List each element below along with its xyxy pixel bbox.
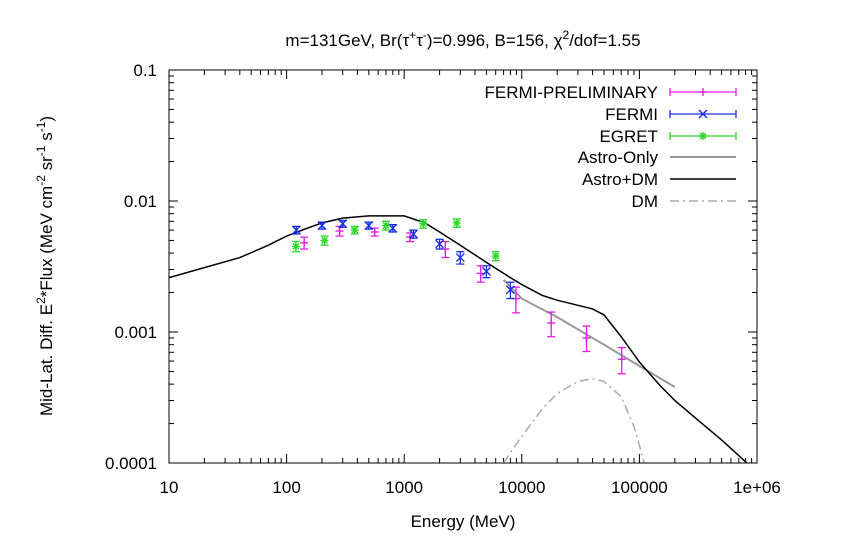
legend-label-astro-only: Astro-Only [578,148,659,167]
y-tick-label: 0.01 [124,192,157,211]
y-tick-label: 0.0001 [105,454,157,473]
fermi-point [388,223,398,233]
fermi-preliminary-point [547,311,556,338]
egret-point [419,219,428,229]
legend: FERMI-PRELIMINARY FERMI EGRET Astro-Only… [485,83,737,211]
legend-sample-egret [669,132,737,140]
chart-title: m=131GeV, Br(τ+τ-)=0.996, B=156, χ2/dof=… [285,28,640,50]
egret-point [491,251,500,262]
x-tick-label: 10000 [498,478,545,497]
x-axis-title: Energy (MeV) [411,512,516,531]
fermi-preliminary-point [370,227,379,237]
fermi-point [455,251,465,265]
fermi-point [291,225,301,235]
fermi-point [364,221,374,231]
legend-sample-fermi [669,109,737,119]
egret-point [452,218,461,228]
fermi-point [435,238,445,250]
fermi-point [317,221,327,231]
plot-frame [168,69,758,464]
fermi-point [505,281,515,300]
egret-point [350,225,359,235]
x-tick-label: 100 [272,478,300,497]
legend-label-fermi-preliminary: FERMI-PRELIMINARY [485,83,659,102]
fermi-point [481,265,491,279]
axis-ticks: 10 100 1000 10000 100000 1e+06 0.0001 0.001 0.01… [105,61,781,497]
fermi-preliminary-point [476,265,485,283]
legend-label-dm: DM [632,192,658,211]
fermi-preliminary-point [617,346,626,375]
y-tick-label: 0.1 [133,61,157,80]
legend-label-egret: EGRET [599,127,658,146]
y-tick-label: 0.001 [114,323,157,342]
fermi-point [338,219,348,229]
x-tick-label: 100000 [611,478,668,497]
legend-label-astro-dm: Astro+DM [582,170,658,189]
legend-label-fermi: FERMI [605,105,658,124]
x-tick-label: 1e+06 [733,478,781,497]
x-tick-label: 1000 [385,478,423,497]
dm-curve [502,377,646,463]
egret-point [320,235,329,246]
fermi-preliminary-point [300,236,309,250]
fermi-preliminary-point [582,325,591,353]
y-axis-title: Mid-Lat. Diff. E2*Flux (MeV cm-2 sr-1 s-… [34,116,56,416]
egret-point [381,220,390,231]
legend-sample-fermi-preliminary [669,88,737,96]
astro-only-curve [502,279,676,388]
egret-point [291,240,300,253]
fermi-point [409,229,419,239]
data-points [291,218,626,375]
x-tick-label: 10 [160,478,179,497]
